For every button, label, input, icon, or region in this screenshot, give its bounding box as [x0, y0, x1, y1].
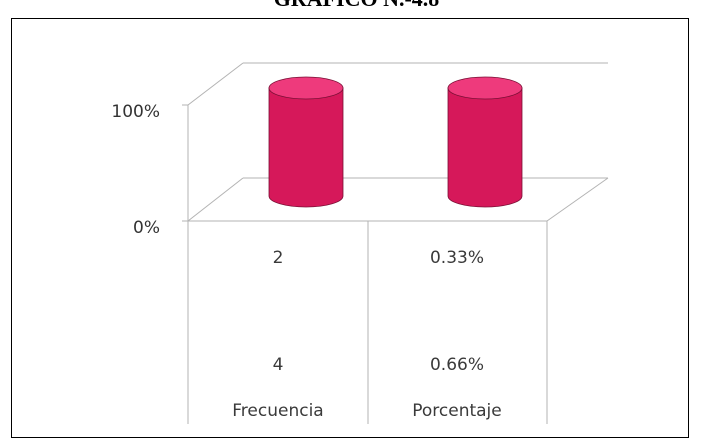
bar-frecuencia [268, 87, 344, 208]
floor-left-depth [187, 177, 244, 222]
table-cell: 0.33% [430, 248, 484, 268]
table-cell: 4 [273, 355, 284, 375]
bar-porcentaje [447, 87, 523, 208]
bar-group [268, 76, 523, 208]
table-cell: 0.66% [430, 355, 484, 375]
chart-plot-area [182, 62, 609, 222]
table-cell: 2 [273, 248, 284, 268]
category-label-porcentaje: Porcentaje [412, 401, 502, 421]
chart-heading: GRAFICO N.-4.8 [0, 0, 713, 12]
y-tick-label-100: 100% [111, 102, 160, 122]
gridline-top-depth [187, 62, 244, 106]
bar-top-porcentaje [447, 76, 523, 100]
chart-area: 100% 0% 2 0.33% 4 0.66% Frecuencia Porce… [111, 62, 609, 424]
data-table [187, 221, 548, 424]
bar-top-frecuencia [268, 76, 344, 100]
y-tick-label-0: 0% [133, 218, 160, 238]
floor-right-depth [546, 177, 609, 222]
category-label-frecuencia: Frecuencia [232, 401, 323, 421]
